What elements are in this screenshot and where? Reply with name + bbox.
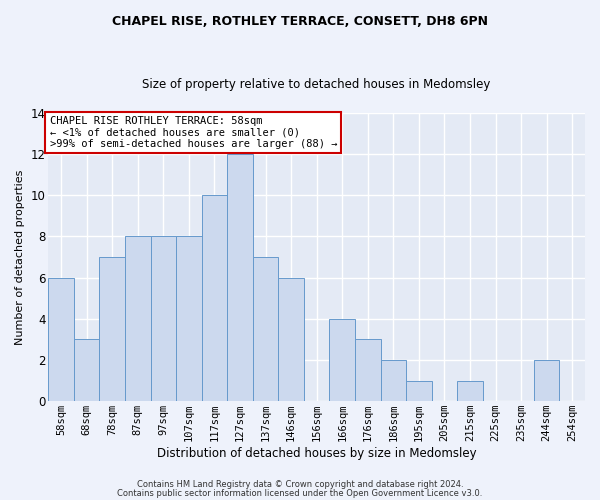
Text: Contains public sector information licensed under the Open Government Licence v3: Contains public sector information licen… [118, 490, 482, 498]
Title: Size of property relative to detached houses in Medomsley: Size of property relative to detached ho… [142, 78, 491, 91]
Y-axis label: Number of detached properties: Number of detached properties [15, 170, 25, 345]
Bar [534, 360, 559, 401]
Bar [74, 340, 100, 401]
Bar [202, 196, 227, 401]
Bar [278, 278, 304, 401]
Text: CHAPEL RISE ROTHLEY TERRACE: 58sqm
← <1% of detached houses are smaller (0)
>99%: CHAPEL RISE ROTHLEY TERRACE: 58sqm ← <1%… [50, 116, 337, 150]
Bar [253, 257, 278, 401]
X-axis label: Distribution of detached houses by size in Medomsley: Distribution of detached houses by size … [157, 447, 476, 460]
Bar [457, 380, 483, 401]
Text: CHAPEL RISE, ROTHLEY TERRACE, CONSETT, DH8 6PN: CHAPEL RISE, ROTHLEY TERRACE, CONSETT, D… [112, 15, 488, 28]
Bar [49, 278, 74, 401]
Bar [406, 380, 431, 401]
Bar [100, 257, 125, 401]
Bar [125, 236, 151, 401]
Bar [380, 360, 406, 401]
Bar [329, 319, 355, 401]
Bar [355, 340, 380, 401]
Bar [227, 154, 253, 401]
Bar [176, 236, 202, 401]
Bar [151, 236, 176, 401]
Text: Contains HM Land Registry data © Crown copyright and database right 2024.: Contains HM Land Registry data © Crown c… [137, 480, 463, 489]
